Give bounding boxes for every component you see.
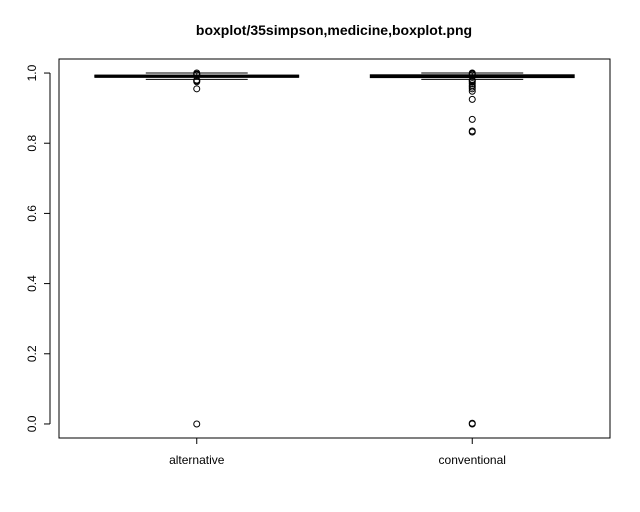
plot-frame [58,58,611,439]
x-tick-label: alternative [169,453,225,467]
y-tick-label: 0.8 [25,135,39,152]
box-group-alternative [94,69,300,428]
outlier-point [468,115,476,123]
x-axis: alternative conventional [169,438,506,467]
outlier-point [468,420,476,428]
x-tick-label: conventional [439,453,506,467]
y-tick-label: 0.2 [25,345,39,362]
y-tick-label: 1.0 [25,64,39,81]
outlier-point [468,95,476,103]
outlier-point [468,69,476,77]
box-group-conventional [369,69,575,428]
outlier-point [468,128,476,136]
outlier-point [193,69,201,77]
outlier-point [193,420,201,428]
y-tick-label: 0.0 [25,415,39,432]
chart-title: boxplot/35simpson,medicine,boxplot.png [196,22,472,38]
boxes [94,69,575,428]
y-tick-label: 0.4 [25,275,39,292]
y-tick-label: 0.6 [25,205,39,222]
outlier-point [193,85,201,93]
y-axis: 0.0 0.2 0.4 0.6 0.8 1.0 [25,64,51,432]
